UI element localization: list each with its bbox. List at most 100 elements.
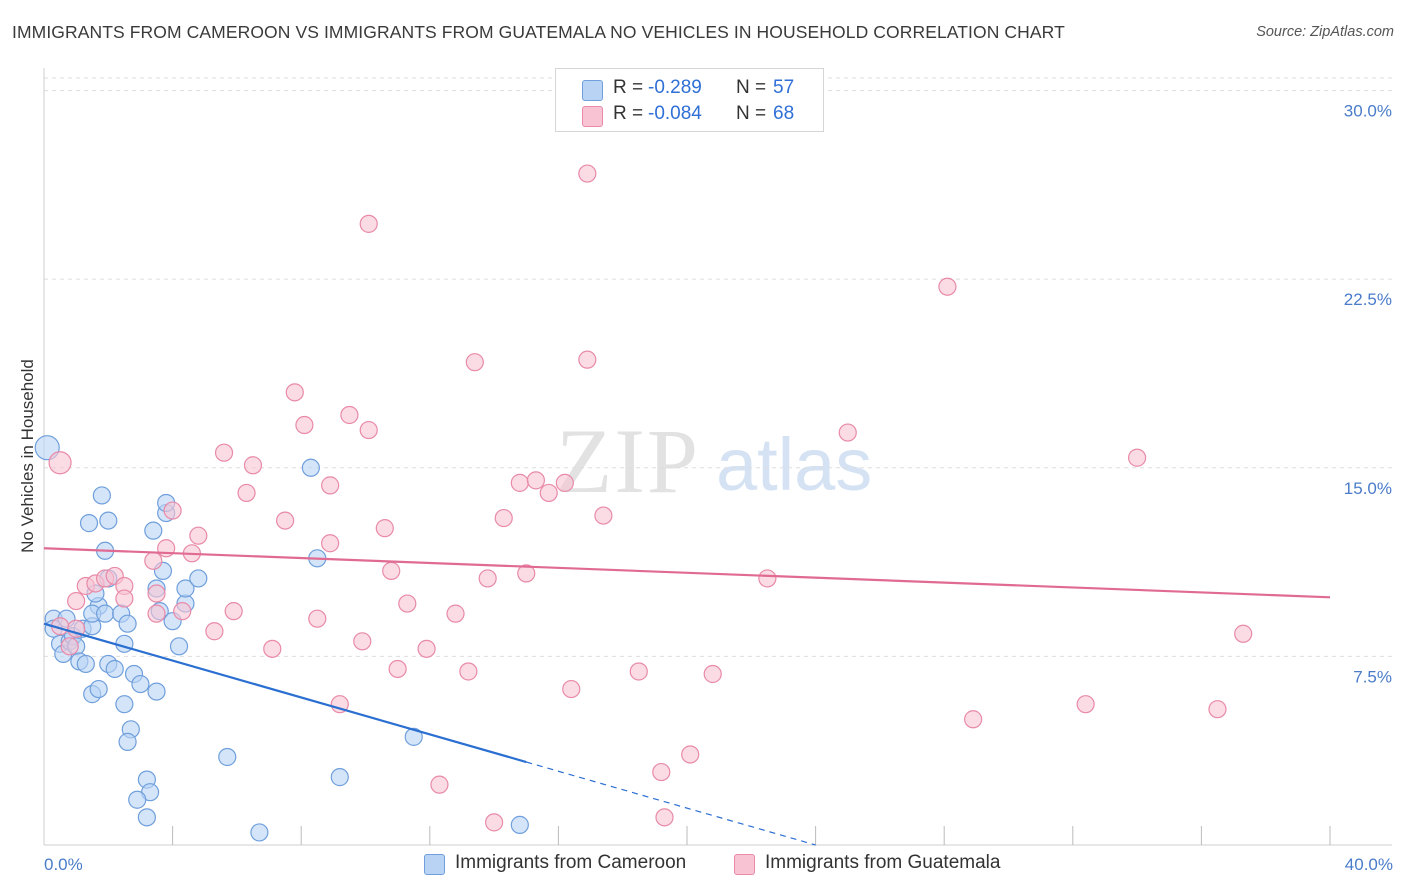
point-guatemala	[517, 564, 536, 583]
x-tick-label: 0.0%	[44, 855, 83, 874]
point-cameroon	[176, 579, 195, 598]
point-guatemala	[758, 569, 777, 588]
point-guatemala	[681, 745, 700, 764]
point-cameroon	[330, 768, 349, 787]
point-cameroon	[95, 604, 115, 623]
point-guatemala	[205, 622, 224, 641]
point-guatemala	[510, 473, 529, 492]
point-guatemala	[60, 637, 79, 656]
point-cameroon	[218, 747, 237, 767]
legend-swatch-guatemala	[734, 854, 755, 875]
point-cameroon	[250, 823, 269, 842]
series-cameroon	[34, 435, 529, 842]
tick-labels: 7.5% 15.0% 22.5% 30.0% 0.0% 40.0%	[44, 102, 1393, 874]
y-tick-label: 22.5%	[1344, 290, 1392, 309]
point-cameroon	[79, 514, 99, 533]
point-guatemala	[655, 808, 674, 827]
point-guatemala	[189, 526, 208, 545]
point-guatemala	[276, 511, 295, 530]
point-cameroon	[105, 659, 124, 679]
point-guatemala	[173, 602, 192, 621]
point-guatemala	[964, 710, 983, 729]
point-cameroon	[89, 679, 108, 699]
legend-r-value: -0.084	[648, 103, 702, 124]
point-guatemala	[1076, 695, 1095, 714]
legend-label-cameroon: Immigrants from Cameroon	[455, 852, 687, 873]
point-guatemala	[321, 534, 340, 553]
point-guatemala	[478, 569, 497, 588]
legend-swatch-cameroon	[582, 80, 603, 101]
point-guatemala	[359, 420, 378, 440]
point-cameroon	[169, 637, 189, 656]
legend-r-label: R =	[613, 77, 644, 98]
point-guatemala	[48, 451, 72, 475]
y-tick-label: 30.0%	[1344, 102, 1392, 121]
x-tick-label: 40.0%	[1345, 855, 1393, 874]
correlation-legend: R = -0.289 N = 57 R = -0.084 N = 68	[555, 68, 824, 132]
point-guatemala	[465, 353, 484, 372]
legend-r-label: R =	[613, 103, 644, 124]
point-guatemala	[388, 659, 407, 679]
point-guatemala	[263, 639, 282, 658]
point-guatemala	[353, 632, 372, 651]
point-guatemala	[1234, 624, 1253, 643]
point-guatemala	[938, 277, 957, 296]
point-guatemala	[67, 619, 86, 638]
point-cameroon	[118, 614, 137, 633]
y-tick-label: 7.5%	[1353, 667, 1392, 686]
point-guatemala	[295, 415, 314, 435]
point-guatemala	[578, 350, 597, 369]
point-guatemala	[562, 679, 581, 699]
point-guatemala	[1127, 448, 1147, 467]
y-tick-label: 15.0%	[1344, 479, 1392, 498]
point-guatemala	[308, 609, 327, 628]
point-guatemala	[375, 519, 394, 538]
point-cameroon	[128, 790, 147, 809]
legend-r-value: -0.289	[648, 77, 702, 98]
point-guatemala	[539, 483, 558, 503]
point-guatemala	[321, 476, 340, 495]
point-cameroon	[301, 458, 320, 477]
point-guatemala	[224, 602, 243, 621]
point-cameroon	[92, 486, 111, 505]
point-cameroon	[404, 727, 423, 746]
legend-swatch-guatemala	[582, 106, 603, 127]
point-cameroon	[131, 674, 150, 694]
point-guatemala	[163, 501, 182, 520]
point-guatemala	[485, 813, 504, 832]
chart-title: IMMIGRANTS FROM CAMEROON VS IMMIGRANTS F…	[12, 22, 1065, 42]
point-cameroon	[115, 695, 134, 714]
point-guatemala	[446, 604, 465, 623]
point-guatemala	[459, 662, 478, 681]
legend-n-label: N =	[736, 103, 767, 124]
point-guatemala	[237, 483, 256, 503]
trend-line-guatemala	[43, 547, 1331, 599]
trend-line-cameroon	[43, 622, 527, 764]
point-guatemala	[494, 508, 513, 528]
point-guatemala	[285, 383, 304, 402]
point-guatemala	[578, 164, 597, 183]
point-guatemala	[115, 589, 134, 608]
point-guatemala	[1208, 700, 1227, 719]
point-guatemala	[838, 423, 857, 442]
point-guatemala	[652, 762, 671, 782]
point-cameroon	[99, 511, 118, 530]
point-guatemala	[382, 561, 401, 580]
point-guatemala	[67, 591, 86, 611]
point-cameroon	[115, 634, 134, 653]
source-credit: Source: ZipAtlas.com	[1256, 24, 1394, 40]
point-guatemala	[398, 594, 417, 613]
point-cameroon	[118, 732, 137, 751]
legend-swatch-cameroon	[424, 854, 445, 875]
point-cameroon	[144, 521, 163, 540]
point-cameroon	[147, 682, 166, 701]
trend-lines	[43, 547, 1331, 846]
point-cameroon	[76, 654, 95, 674]
series-guatemala	[48, 164, 1253, 832]
point-guatemala	[526, 471, 545, 490]
legend-n-value: 57	[773, 77, 795, 98]
point-guatemala	[629, 662, 648, 681]
trend-line-cameroon-extension	[526, 761, 816, 846]
point-guatemala	[214, 443, 234, 462]
